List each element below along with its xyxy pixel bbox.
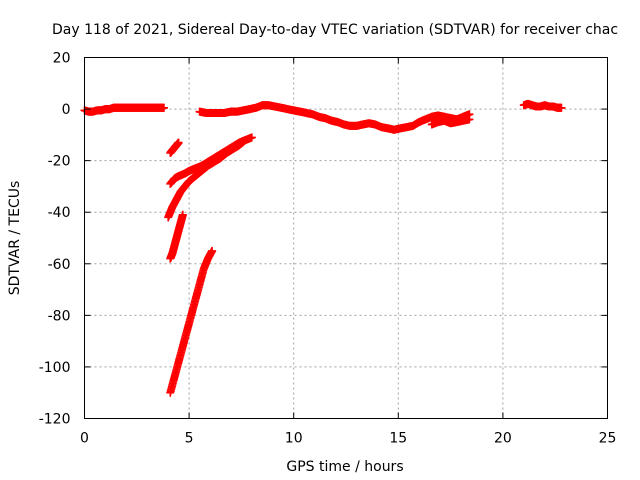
series-arc-evening-spread bbox=[427, 115, 474, 129]
y-tick-label: 0 bbox=[62, 102, 71, 118]
series-arc-near-zero-early bbox=[80, 103, 168, 116]
data-point bbox=[247, 133, 256, 142]
y-tick-label: -60 bbox=[48, 257, 71, 273]
y-tick-label: -80 bbox=[48, 308, 71, 324]
y-tick-label: -40 bbox=[48, 205, 71, 221]
plot-frame bbox=[84, 57, 608, 419]
x-tick-label: 25 bbox=[599, 431, 617, 447]
series-arc-short-descent bbox=[166, 138, 183, 157]
series-arc-late-night bbox=[519, 99, 566, 112]
series-arc-mid-segment bbox=[166, 210, 187, 263]
y-axis-label: SDTVAR / TECUs bbox=[7, 181, 23, 296]
x-tick-label: 5 bbox=[185, 431, 194, 447]
data-point bbox=[208, 246, 217, 255]
x-tick-label: 20 bbox=[494, 431, 512, 447]
y-tick-label: -100 bbox=[39, 360, 71, 376]
data-point bbox=[159, 103, 168, 112]
x-tick-label: 0 bbox=[80, 431, 89, 447]
y-tick-label: -20 bbox=[48, 154, 71, 170]
axis-ticks bbox=[84, 57, 608, 419]
x-axis-label: GPS time / hours bbox=[286, 459, 403, 475]
grid bbox=[84, 57, 608, 419]
data-point bbox=[557, 103, 566, 112]
y-tick-label: -120 bbox=[39, 412, 71, 428]
chart-title: Day 118 of 2021, Sidereal Day-to-day VTE… bbox=[52, 22, 618, 38]
x-tick-label: 15 bbox=[389, 431, 407, 447]
data-point bbox=[178, 210, 187, 219]
data-point bbox=[241, 136, 250, 145]
x-tick-label: 10 bbox=[285, 431, 303, 447]
x-axis-tick-labels: 0 5 10 15 20 25 bbox=[80, 431, 616, 447]
y-axis-tick-labels: -120 -100 -80 -60 -40 -20 0 20 bbox=[39, 51, 71, 428]
data-point bbox=[174, 138, 183, 147]
y-tick-label: 20 bbox=[53, 51, 71, 67]
series-arc-lower-rise bbox=[164, 136, 250, 222]
data-marks bbox=[80, 99, 566, 397]
data-point bbox=[465, 115, 474, 124]
series-arc-main-day bbox=[195, 101, 474, 134]
series-arc-steep-line bbox=[166, 246, 217, 397]
